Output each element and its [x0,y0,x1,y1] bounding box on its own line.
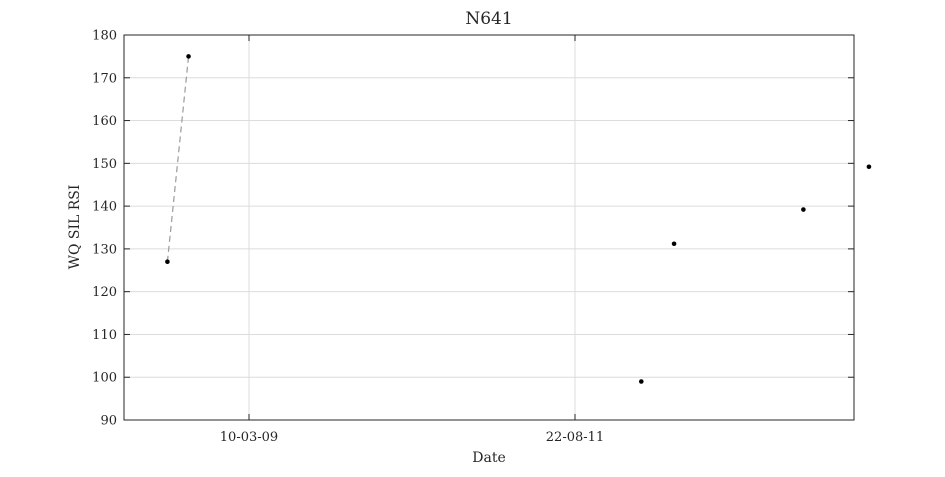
data-point [801,207,806,212]
data-point [186,54,191,59]
y-tick-label: 90 [100,414,117,429]
x-axis-label: Date [472,450,505,466]
y-tick-label: 100 [92,371,117,386]
chart-title: N641 [465,9,512,29]
y-tick-label: 180 [92,29,117,44]
y-axis-label: WQ SIL RSI [67,185,83,270]
y-tick-label: 140 [92,200,117,215]
y-tick-label: 160 [92,114,117,129]
point-layer [165,54,872,384]
y-tick-label: 130 [92,242,117,257]
y-tick-label: 120 [92,285,117,300]
y-tick-label: 170 [92,71,117,86]
x-tick-label: 10-03-09 [220,430,278,445]
x-tick-label: 22-08-11 [546,430,604,445]
tick-layer: 90 100 110 120 130 140 150 160 170 180 10-03-09 22-… [92,29,854,445]
plot-area-frame [123,34,855,421]
y-tick-label: 110 [92,328,117,343]
data-point [638,379,644,384]
connector-layer [166,56,190,262]
y-tick-label: 150 [92,157,117,172]
data-point [671,241,677,247]
data-point [866,164,872,170]
series-connector-line [166,56,190,262]
grid-layer [124,35,854,420]
data-point [165,259,170,265]
